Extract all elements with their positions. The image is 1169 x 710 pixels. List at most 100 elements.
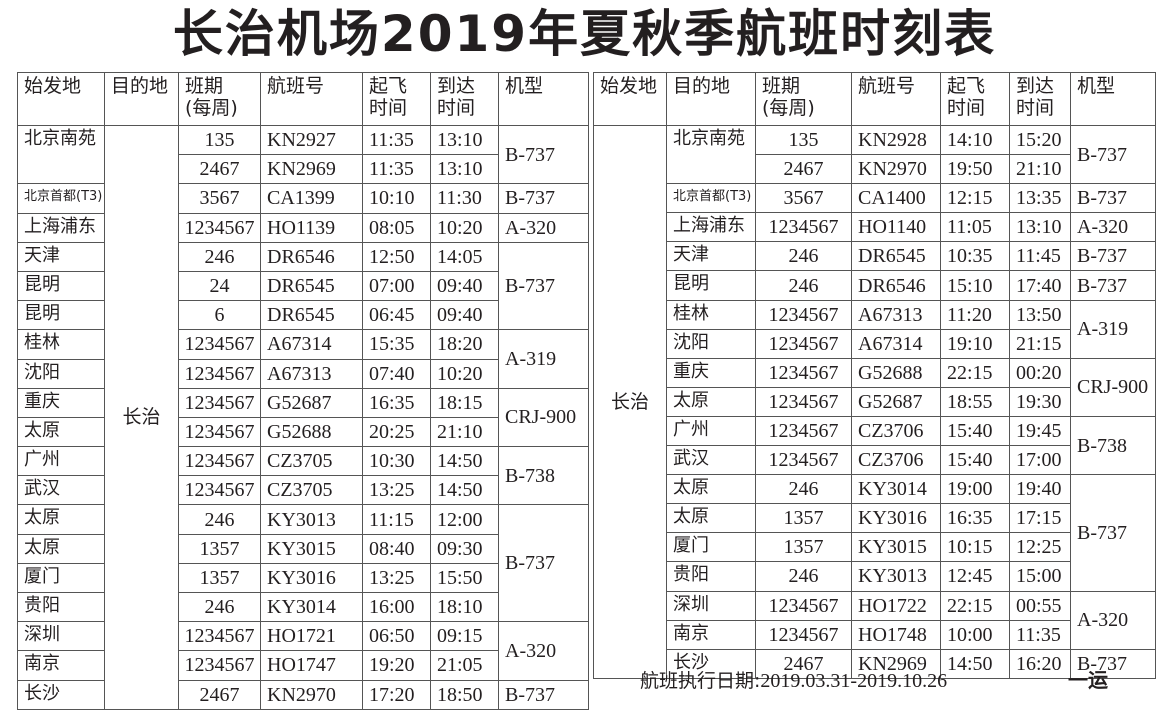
column-header: 起飞 时间 [940,72,1010,126]
flight-number: DR6545 [851,241,941,272]
aircraft-type: A-320 [1070,590,1156,650]
arrival-time: 17:40 [1009,270,1071,301]
origin-cell: 太原 [17,416,105,448]
departure-time: 19:00 [940,474,1010,505]
origin-cell: 昆明 [17,270,105,302]
flight-number: A67313 [851,299,941,330]
days-of-week: 1357 [755,503,852,534]
flight-number: KN2927 [260,124,363,156]
arrival-time: 21:15 [1009,328,1071,359]
flight-number: A67313 [260,358,363,389]
aircraft-type: B-737 [498,679,589,710]
arrival-time: 12:00 [430,504,499,535]
days-of-week: 24 [178,270,261,302]
departure-time: 12:45 [940,561,1010,592]
destination-cell: 广州 [666,415,756,447]
flight-number: CA1400 [851,183,941,214]
destination-cell: 重庆 [666,357,756,388]
departure-time: 17:20 [362,679,431,710]
departure-time: 10:15 [940,532,1010,563]
table-row: 深圳 1234567 HO1722 22:15 00:55 A-320 [594,590,1156,650]
arrival-time: 14:50 [430,446,499,477]
departure-time: 14:50 [940,648,1010,679]
destination-cell: 武汉 [666,445,756,476]
origin-cell: 厦门 [17,562,105,594]
days-of-week: 1357 [178,562,261,594]
arrival-time: 13:10 [1009,212,1071,243]
departure-time: 22:15 [940,357,1010,388]
column-header: 班期 (每周) [178,72,261,126]
days-of-week: 2467 [178,679,261,710]
departure-time: 12:50 [362,241,431,272]
destination-cell: 太原 [666,503,756,534]
aircraft-type: B-737 [498,124,589,185]
flight-number: G52688 [851,357,941,388]
column-header: 到达 时间 [1009,72,1071,126]
days-of-week: 1234567 [755,619,852,650]
origin-cell: 太原 [17,504,105,535]
flight-number: G52687 [851,386,941,417]
destination-cell: 深圳 [666,590,756,621]
days-of-week: 1234567 [755,357,852,388]
days-of-week: 2467 [755,154,852,185]
departure-time: 13:25 [362,475,431,506]
origin-cell: 桂林 [17,329,105,360]
origin-cell: 长沙 [17,679,105,710]
origin-cell: 深圳 [17,621,105,652]
destination-cell: 太原 [666,474,756,505]
flight-number: A67314 [260,329,363,360]
aircraft-type: A-319 [498,329,589,389]
departure-time: 15:40 [940,415,1010,447]
arrival-time: 12:25 [1009,532,1071,563]
arrival-time: 13:50 [1009,299,1071,330]
destination-cell: 上海浦东 [666,212,756,243]
departure-time: 11:05 [940,212,1010,243]
days-of-week: 246 [178,241,261,272]
table-row: 2467 KN2970 19:50 21:10 [594,154,1156,185]
days-of-week: 1234567 [178,212,261,243]
departure-time: 16:00 [362,591,431,623]
days-of-week: 246 [178,504,261,535]
aircraft-type: B-737 [1070,183,1156,214]
days-of-week: 1234567 [755,386,852,417]
departures-body: 长治 北京南苑 135 KN2928 14:10 15:20 B-737 2467 KN2970… [593,124,1156,679]
validity-label: 航班执行日期: [640,670,761,692]
destination-cell: 沈阳 [666,328,756,359]
arrival-time: 00:20 [1009,357,1071,388]
arrival-time: 15:20 [1009,124,1071,156]
destination-cell: 贵阳 [666,561,756,592]
destination-cell: 长沙 [666,648,756,679]
flight-number: HO1140 [851,212,941,243]
origin-cell: 重庆 [17,387,105,418]
departure-time: 16:35 [362,387,431,418]
departure-time: 14:10 [940,124,1010,156]
table-row: 长沙 2467 KN2969 14:50 16:20 B-737 [594,648,1156,679]
aircraft-type: A-320 [498,621,589,681]
days-of-week: 1234567 [755,299,852,330]
aircraft-type: B-737 [1070,648,1156,679]
departure-time: 08:05 [362,212,431,243]
table-row: 昆明 246 DR6546 15:10 17:40 B-737 [594,270,1156,301]
arrival-time: 18:20 [430,329,499,360]
days-of-week: 6 [178,300,261,331]
departure-time: 19:50 [940,154,1010,185]
days-of-week: 246 [755,270,852,301]
aircraft-type: B-738 [498,446,589,506]
table-row: 重庆 1234567 G52688 22:15 00:20 CRJ-900 [594,357,1156,417]
arrival-time: 17:00 [1009,445,1071,476]
table-row: 太原 246 KY3014 19:00 19:40 B-737 [594,474,1156,592]
aircraft-type: B-737 [498,241,589,331]
departure-time: 22:15 [940,590,1010,621]
byline: 一运 [1068,668,1108,692]
arrival-time: 14:05 [430,241,499,272]
aircraft-type: A-319 [1070,299,1156,359]
table-row: 桂林 1234567 A67313 11:20 13:50 A-319 [594,299,1156,359]
arrival-time: 16:20 [1009,648,1071,679]
flight-number: DR6545 [260,300,363,331]
departure-time: 07:40 [362,358,431,389]
table-row: 太原 246 KY3013 11:15 12:00 B-737 [17,504,589,623]
arrival-time: 18:10 [430,591,499,623]
origin-cell: 广州 [17,446,105,477]
days-of-week: 1234567 [178,446,261,477]
table-row: 太原 1357 KY3016 16:35 17:15 [594,503,1156,534]
